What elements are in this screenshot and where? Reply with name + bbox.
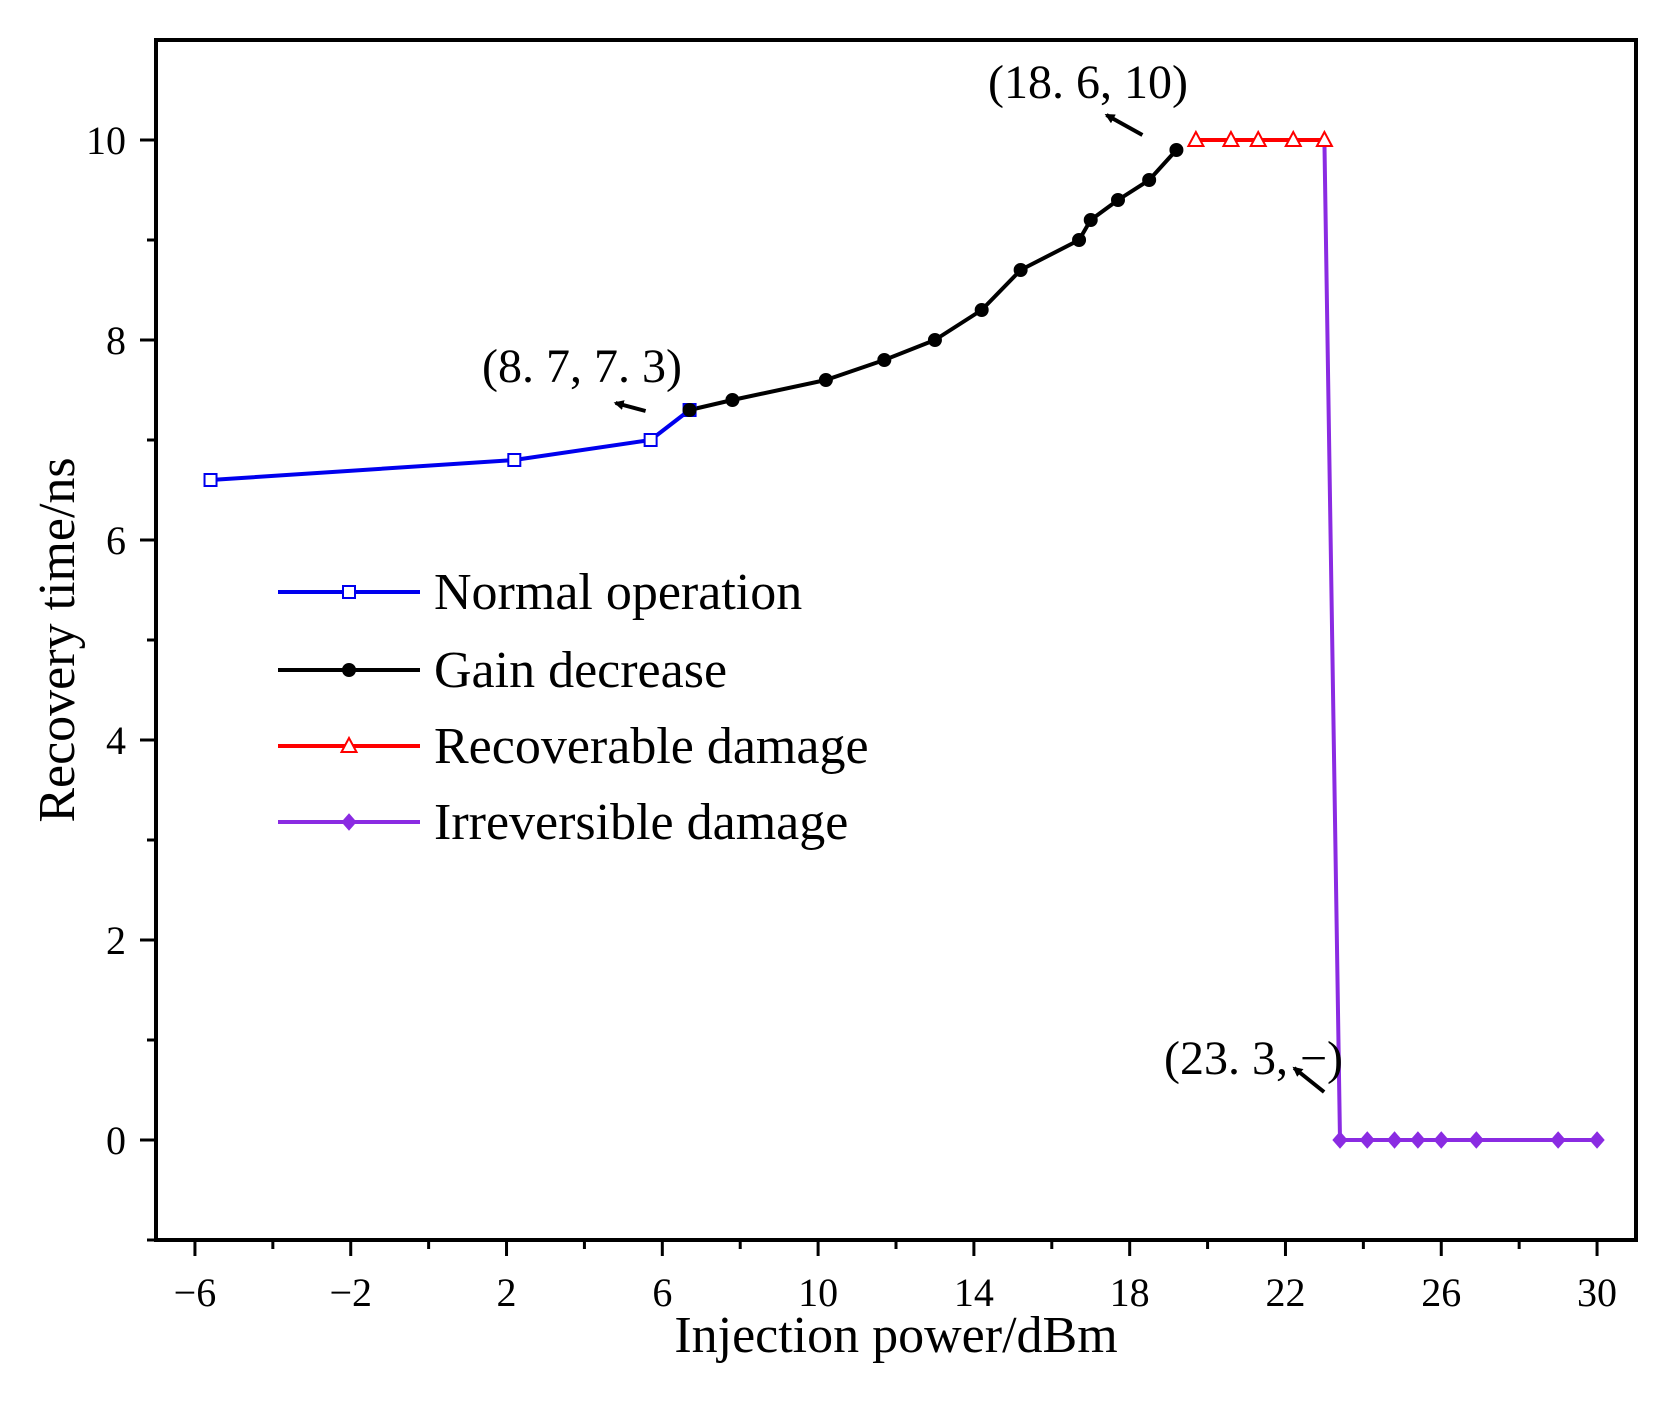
data-point-s1-3 [877,353,892,367]
y-tick-label-4: 8 [106,318,126,363]
y-axis-ticks: 0 2 4 6 8 10 [86,118,156,1242]
data-point-s1-8 [1083,213,1098,227]
annotation-label-1: (18. 6, 10) [988,56,1188,109]
legend-marker-3 [341,813,357,831]
markers-layer [203,129,1605,1149]
data-point-s3-3 [1386,1131,1403,1149]
x-tick-label-5: 14 [954,1270,994,1315]
x-tick-label-1: −2 [329,1270,372,1315]
data-point-s2-4 [1315,129,1334,147]
data-point-s1-5 [974,303,989,317]
data-point-s2-1 [1221,129,1241,147]
data-point-s1-0 [682,403,697,417]
data-point-s3-1 [1332,1131,1348,1149]
y-tick-label-5: 10 [86,118,126,163]
series-line-1 [689,148,1178,412]
data-point-s1-1 [725,393,740,407]
data-point-s3-7 [1550,1131,1566,1149]
annotation-label-0: (8. 7, 7. 3) [482,340,682,393]
data-point-s1-2 [818,373,833,387]
x-tick-label-3: 6 [652,1270,672,1315]
data-point-s2-0 [1186,129,1206,147]
y-tick-label-3: 6 [106,518,126,563]
data-point-s1-4 [927,333,942,347]
data-point-s2-3 [1284,129,1303,147]
data-point-s0-2 [643,433,658,447]
legend: Normal operation Gain decrease Recoverable… [278,564,869,851]
x-tick-label-6: 18 [1110,1270,1150,1315]
y-tick-label-0: 0 [106,1118,126,1163]
x-tick-label-0: −6 [174,1270,217,1315]
data-point-s3-4 [1410,1131,1426,1149]
data-point-s1-7 [1072,233,1087,247]
legend-marker-0 [342,585,356,599]
data-point-s0-1 [507,453,522,467]
legend-label-0: Normal operation [434,564,802,621]
legend-label-1: Gain decrease [434,642,727,699]
data-point-s3-2 [1359,1131,1375,1149]
x-tick-label-9: 30 [1577,1270,1617,1315]
legend-marker-2 [339,735,359,753]
data-point-s1-6 [1013,263,1028,277]
series-line-3 [1322,139,1598,1142]
data-point-s1-11 [1169,143,1184,157]
data-point-s0-0 [203,473,218,487]
x-axis-title: Injection power/dBm [674,1307,1117,1364]
y-axis-title: Recovery time/ns [29,457,86,822]
data-point-s1-10 [1142,173,1157,187]
plot-frame [154,38,1638,1242]
series-line-0 [210,408,691,482]
x-tick-label-7: 22 [1265,1270,1305,1315]
data-point-s1-9 [1111,193,1125,207]
legend-marker-1 [342,663,356,677]
data-point-s3-8 [1589,1131,1605,1149]
legend-label-3: Irreversible damage [434,794,848,851]
annotation-arrow-0 [613,400,647,413]
x-tick-label-4: 10 [798,1270,838,1315]
x-axis-ticks: −6 −2 2 6 10 14 18 22 26 30 [174,1240,1617,1315]
x-tick-label-8: 26 [1421,1270,1461,1315]
annotation-label-2: (23. 3, −) [1164,1032,1343,1085]
series-layer [210,138,1598,1142]
x-tick-label-2: 2 [497,1270,517,1315]
legend-label-2: Recoverable damage [434,718,869,775]
annotation-arrow-1 [1104,113,1144,137]
y-tick-label-1: 2 [106,918,126,963]
data-point-s3-5 [1433,1131,1449,1149]
data-point-s2-2 [1249,129,1268,147]
annotation-arrow-2 [1292,1066,1326,1094]
y-tick-label-2: 4 [106,718,126,763]
annotations-layer: (8. 7, 7. 3) (18. 6, 10) (23. 3, −) [482,56,1343,1094]
data-point-s3-6 [1468,1131,1484,1149]
